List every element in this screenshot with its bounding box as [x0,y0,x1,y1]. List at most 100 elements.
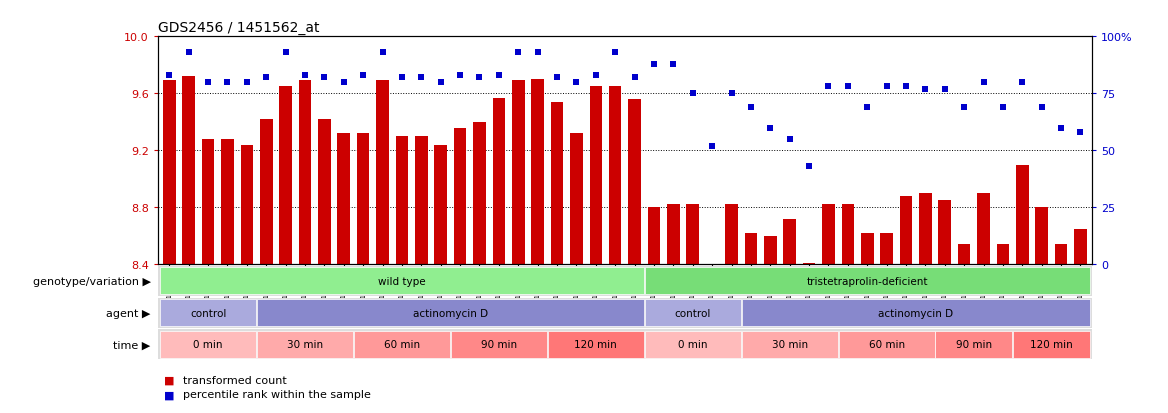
Point [683,91,702,97]
Point [277,50,296,57]
Point [954,104,973,111]
Bar [451,331,547,358]
Bar [1035,208,1048,265]
Bar [936,331,1013,358]
Text: 0 min: 0 min [194,339,223,349]
Point [334,79,353,86]
Text: 30 min: 30 min [287,339,324,349]
Bar [784,219,795,265]
Point [218,79,237,86]
Point [703,143,722,150]
Text: 90 min: 90 min [481,339,517,349]
Bar [1016,165,1029,265]
Text: transformed count: transformed count [183,375,287,385]
Bar [687,205,698,265]
Bar [396,137,409,265]
Point [451,73,470,79]
Point [897,84,916,90]
Bar [802,263,815,265]
Text: 120 min: 120 min [575,339,617,349]
Point [568,79,586,86]
Bar [299,81,312,265]
Bar [434,145,447,265]
Point [354,73,373,79]
Bar [764,236,777,265]
Point [916,86,934,93]
Bar [160,299,256,326]
Point [392,75,411,81]
Point [160,73,179,79]
Text: agent ▶: agent ▶ [106,308,151,318]
Bar [241,145,253,265]
Bar [861,233,874,265]
Bar [938,201,951,265]
Bar [958,245,971,265]
Bar [645,331,741,358]
Point [1033,104,1051,111]
Text: actinomycin D: actinomycin D [412,308,488,318]
Point [257,75,276,81]
Point [431,79,450,86]
Bar [454,128,466,265]
Bar [645,299,741,326]
Bar [357,134,369,265]
Bar [570,134,583,265]
Point [180,50,199,57]
Point [645,61,663,68]
Bar [822,205,835,265]
Point [199,79,217,86]
Point [625,75,644,81]
Text: 90 min: 90 min [955,339,992,349]
Bar [221,140,234,265]
Point [374,50,392,57]
Bar [628,100,641,265]
Point [509,50,528,57]
Bar [531,80,544,265]
Bar [899,197,912,265]
Bar [742,299,1090,326]
Bar [512,81,524,265]
Bar [839,331,934,358]
Point [489,73,508,79]
Bar [257,299,644,326]
Text: ■: ■ [164,389,174,399]
Point [994,104,1013,111]
Point [548,75,566,81]
Point [780,136,799,143]
Bar [1055,245,1068,265]
Point [296,73,314,79]
Bar [260,120,272,265]
Text: genotype/variation ▶: genotype/variation ▶ [33,276,151,286]
Text: control: control [675,308,711,318]
Bar [725,205,738,265]
Bar [609,87,621,265]
Point [974,79,993,86]
Point [528,50,547,57]
Text: 60 min: 60 min [384,339,420,349]
Bar [318,120,331,265]
Point [586,73,605,79]
Bar [279,87,292,265]
Point [315,75,334,81]
Text: GDS2456 / 1451562_at: GDS2456 / 1451562_at [158,21,319,35]
Bar [182,77,195,265]
Point [606,50,625,57]
Bar [473,123,486,265]
Bar [548,331,644,358]
Point [412,75,431,81]
Bar [1013,331,1090,358]
Bar [551,102,563,265]
Bar [744,233,757,265]
Point [877,84,896,90]
Text: 30 min: 30 min [772,339,808,349]
Point [722,91,741,97]
Bar [202,140,215,265]
Text: ■: ■ [164,375,174,385]
Point [237,79,256,86]
Text: time ▶: time ▶ [113,339,151,349]
Point [760,125,779,131]
Bar [881,233,892,265]
Point [839,84,857,90]
Bar [1075,229,1086,265]
Bar [841,205,854,265]
